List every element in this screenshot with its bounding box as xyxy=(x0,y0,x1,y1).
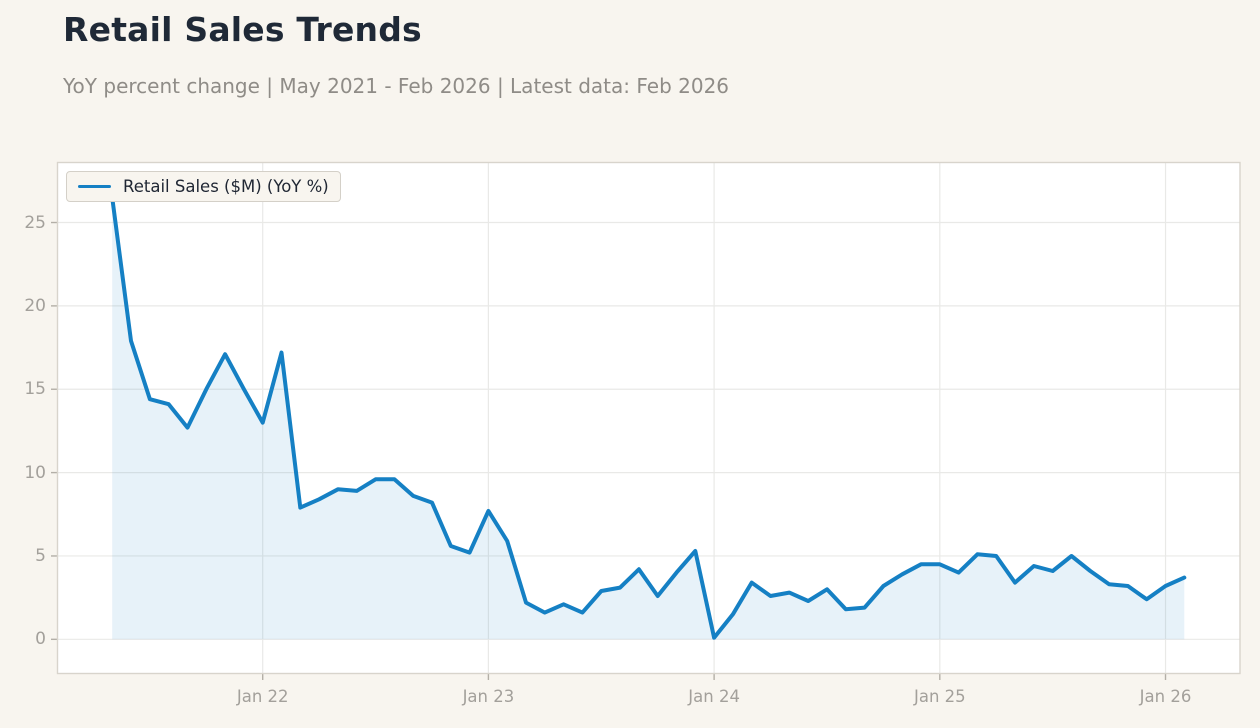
legend-label: Retail Sales ($M) (YoY %) xyxy=(123,177,329,196)
legend: Retail Sales ($M) (YoY %) xyxy=(66,171,341,202)
y-tick-label: 25 xyxy=(24,212,46,233)
page-title: Retail Sales Trends xyxy=(63,10,422,49)
legend-line-icon xyxy=(78,184,111,189)
x-tick-label: Jan 24 xyxy=(688,687,740,706)
y-tick-label: 0 xyxy=(35,629,46,650)
x-tick-label: Jan 25 xyxy=(913,687,966,706)
y-tick-label: 15 xyxy=(24,379,46,400)
y-tick-label: 5 xyxy=(35,545,46,566)
x-tick-label: Jan 22 xyxy=(236,687,289,706)
x-tick-label: Jan 26 xyxy=(1139,687,1192,706)
page-subtitle: YoY percent change | May 2021 - Feb 2026… xyxy=(63,74,730,98)
y-tick-label: 10 xyxy=(24,462,46,483)
x-tick-label: Jan 23 xyxy=(462,687,515,706)
y-tick-label: 20 xyxy=(24,295,46,316)
